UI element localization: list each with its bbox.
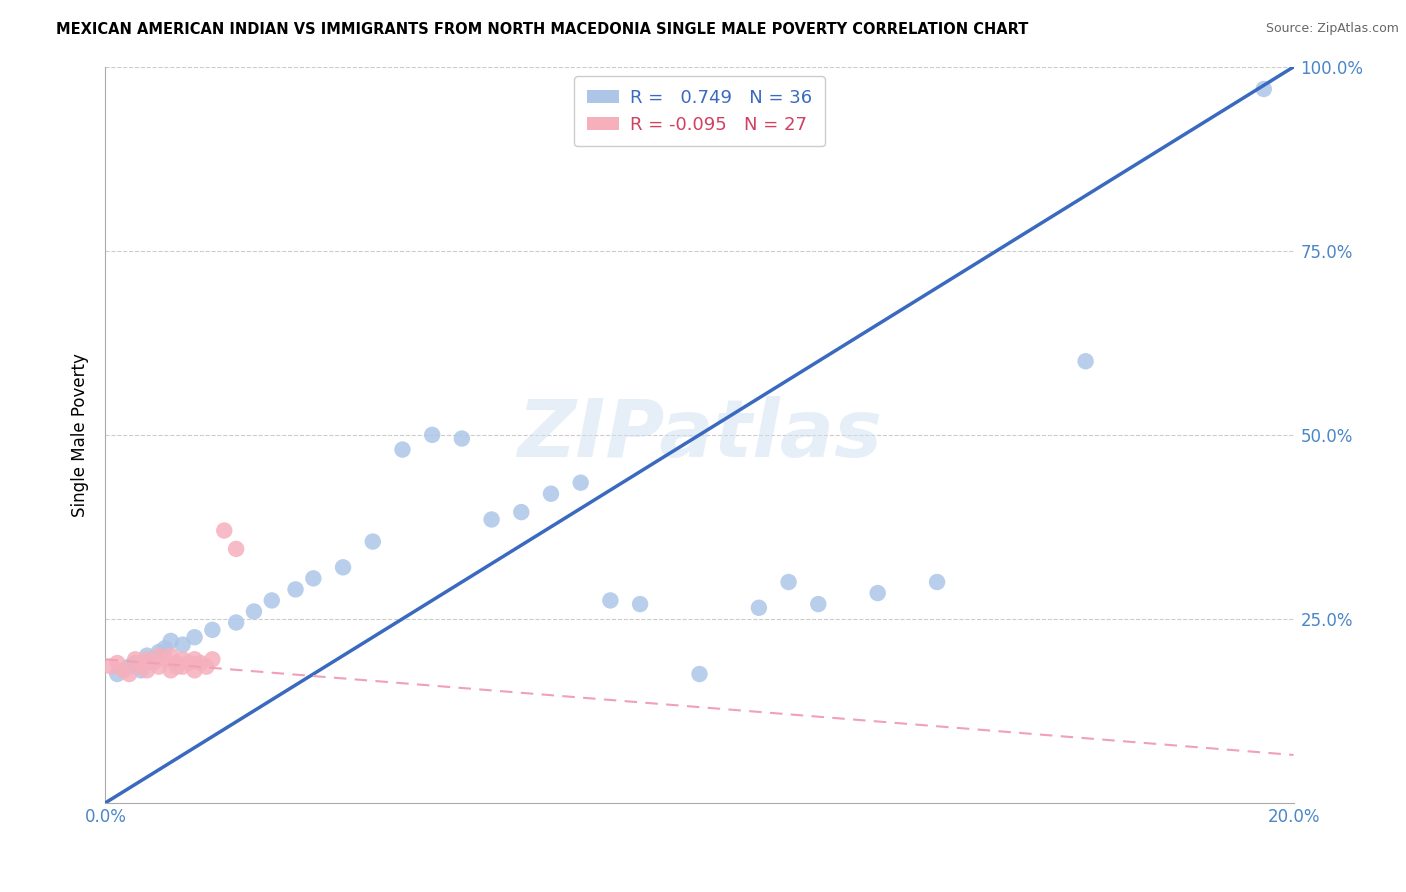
Point	[195, 659, 218, 673]
Point	[136, 648, 159, 663]
Point	[302, 571, 325, 585]
Point	[361, 534, 384, 549]
Point	[129, 664, 152, 678]
Point	[118, 659, 141, 673]
Point	[142, 656, 165, 670]
Y-axis label: Single Male Poverty: Single Male Poverty	[72, 353, 90, 516]
Point	[778, 575, 800, 590]
Point	[807, 597, 830, 611]
Point	[112, 664, 135, 678]
Point	[105, 667, 128, 681]
Point	[225, 541, 247, 556]
Point	[214, 524, 236, 538]
Point	[166, 656, 188, 670]
Point	[190, 656, 212, 670]
Point	[628, 597, 651, 611]
Point	[420, 428, 443, 442]
Point	[599, 593, 621, 607]
Point	[159, 633, 181, 648]
Point	[172, 652, 194, 666]
Point	[129, 656, 152, 670]
Point	[105, 656, 128, 670]
Point	[172, 638, 194, 652]
Point	[166, 659, 188, 673]
Point	[689, 667, 711, 681]
Point	[183, 652, 205, 666]
Point	[172, 659, 194, 673]
Point	[118, 667, 141, 681]
Point	[391, 442, 413, 457]
Point	[450, 432, 472, 446]
Point	[201, 623, 224, 637]
Text: Source: ZipAtlas.com: Source: ZipAtlas.com	[1265, 22, 1399, 36]
Point	[540, 487, 562, 501]
Point	[748, 600, 770, 615]
Point	[142, 652, 165, 666]
Point	[332, 560, 354, 574]
Point	[159, 664, 181, 678]
Point	[183, 630, 205, 644]
Point	[129, 659, 152, 673]
Point	[1253, 82, 1275, 96]
Point	[866, 586, 889, 600]
Point	[100, 659, 122, 673]
Point	[136, 652, 159, 666]
Point	[201, 652, 224, 666]
Point	[124, 656, 146, 670]
Point	[148, 648, 170, 663]
Point	[225, 615, 247, 630]
Point	[260, 593, 283, 607]
Point	[159, 648, 181, 663]
Text: ZIPatlas: ZIPatlas	[517, 396, 882, 474]
Point	[153, 652, 176, 666]
Point	[569, 475, 592, 490]
Point	[510, 505, 533, 519]
Point	[243, 605, 266, 619]
Point	[148, 659, 170, 673]
Point	[148, 645, 170, 659]
Point	[177, 656, 200, 670]
Point	[153, 641, 176, 656]
Point	[183, 664, 205, 678]
Legend: R =   0.749   N = 36, R = -0.095   N = 27: R = 0.749 N = 36, R = -0.095 N = 27	[574, 76, 825, 146]
Point	[136, 664, 159, 678]
Point	[481, 512, 503, 526]
Point	[124, 652, 146, 666]
Point	[284, 582, 307, 597]
Text: MEXICAN AMERICAN INDIAN VS IMMIGRANTS FROM NORTH MACEDONIA SINGLE MALE POVERTY C: MEXICAN AMERICAN INDIAN VS IMMIGRANTS FR…	[56, 22, 1029, 37]
Point	[1074, 354, 1097, 368]
Point	[927, 575, 949, 590]
